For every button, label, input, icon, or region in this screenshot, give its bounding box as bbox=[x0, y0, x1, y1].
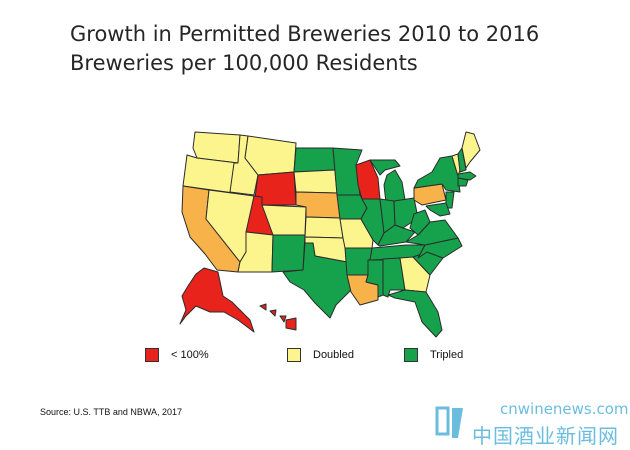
legend-swatch bbox=[145, 348, 159, 362]
legend: < 100% Doubled Tripled bbox=[0, 343, 630, 367]
watermark-url: cnwinenews.com bbox=[500, 400, 629, 418]
watermark-logo-icon bbox=[435, 406, 463, 438]
state-MD bbox=[425, 202, 451, 217]
legend-label: < 100% bbox=[171, 349, 209, 361]
chart-title: Growth in Permitted Breweries 2010 to 20… bbox=[70, 20, 539, 78]
source-note: Source: U.S. TTB and NBWA, 2017 bbox=[40, 407, 183, 417]
state-ME bbox=[461, 131, 481, 169]
legend-swatch bbox=[287, 348, 301, 362]
legend-swatch bbox=[404, 348, 418, 362]
state-AK bbox=[179, 267, 255, 333]
state-KS bbox=[304, 216, 344, 239]
watermark-chinese: 中国酒业新闻网 bbox=[472, 424, 619, 448]
watermark: cnwinenews.com 中国酒业新闻网 bbox=[434, 400, 629, 448]
state-TX bbox=[282, 242, 352, 319]
state-SD bbox=[293, 169, 338, 194]
state-GA bbox=[399, 256, 431, 293]
legend-item-less-than-100: < 100% bbox=[145, 343, 209, 367]
title-line-2: Breweries per 100,000 Residents bbox=[70, 51, 418, 75]
state-HI bbox=[259, 303, 297, 331]
title-line-1: Growth in Permitted Breweries 2010 to 20… bbox=[70, 22, 540, 46]
state-CT bbox=[457, 177, 469, 187]
legend-item-tripled: Tripled bbox=[404, 343, 463, 367]
legend-label: Tripled bbox=[430, 349, 464, 361]
state-KY bbox=[377, 224, 416, 247]
state-ND bbox=[293, 147, 336, 173]
state-NM bbox=[271, 234, 306, 273]
state-FL bbox=[387, 289, 443, 338]
states-group bbox=[179, 131, 481, 338]
legend-item-doubled: Doubled bbox=[287, 343, 354, 367]
legend-label: Doubled bbox=[313, 349, 354, 361]
state-NH bbox=[457, 147, 467, 173]
state-WV bbox=[409, 209, 431, 236]
state-MA bbox=[457, 171, 477, 181]
